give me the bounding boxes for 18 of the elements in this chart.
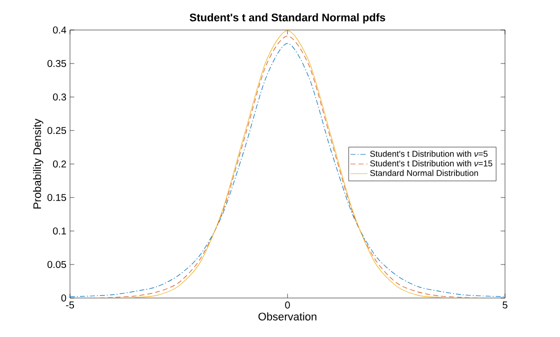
x-tick-label: 5 [502,302,508,308]
y-tick-label: 0.3 [53,93,66,101]
x-tick-label: 0 [285,302,290,309]
legend-label: Student's t Distribution with ν=15 [370,160,492,166]
y-tick-label: 0 [61,294,66,302]
y-tick-label: 0.05 [47,260,66,268]
chart-title: Student's t and Standard Normal pdfs [190,13,386,24]
y-tick-label: 0.4 [53,26,66,34]
y-tick-label: 0.35 [47,60,66,68]
x-axis-title: Observation [258,312,316,320]
legend-label: Student's t Distribution with ν=5 [370,150,488,157]
y-tick-label: 0.2 [53,160,66,168]
y-tick-label: 0.1 [53,227,66,235]
legend-label: Standard Normal Distribution [370,170,478,176]
x-tick-label: -5 [66,302,74,308]
y-axis-title: Probability Density [33,118,44,208]
y-tick-label: 0.15 [47,194,66,202]
y-tick-label: 0.25 [47,126,66,134]
